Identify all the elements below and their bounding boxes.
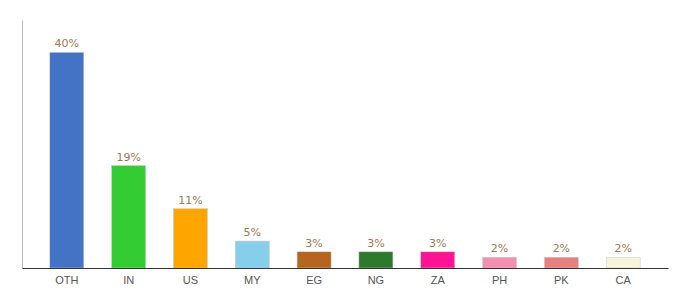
bar xyxy=(483,257,517,268)
x-tick: EG xyxy=(306,274,322,286)
plot-area: OTH IN US MY EG NG ZA PH PK CA 40% 19% 11% 5% 3% 3% 3% 2%… xyxy=(23,21,669,286)
x-tick: ZA xyxy=(431,274,446,286)
data-labels: 40% 19% 11% 5% 3% 3% 3% 2% 2% 2% xyxy=(55,37,632,255)
bar xyxy=(421,252,455,268)
x-tick: MY xyxy=(244,274,261,286)
chart-container: OTH IN US MY EG NG ZA PH PK CA 40% 19% 11% 5% 3% 3% 3% 2%… xyxy=(0,0,680,300)
bar xyxy=(235,241,269,268)
bar xyxy=(297,252,331,268)
x-tick-label: EG xyxy=(306,274,322,286)
x-tick-label: US xyxy=(183,274,198,286)
data-label: 19% xyxy=(116,151,140,164)
chart-svg: OTH IN US MY EG NG ZA PH PK CA 40% 19% 11% 5% 3% 3% 3% 2%… xyxy=(0,0,680,300)
bar xyxy=(173,209,207,268)
bars xyxy=(50,52,640,268)
x-tick-label: MY xyxy=(244,274,261,286)
bar xyxy=(50,52,84,268)
x-tick-label: CA xyxy=(616,274,632,286)
x-tick-label: IN xyxy=(123,274,134,286)
x-tick-label: OTH xyxy=(55,274,78,286)
data-label: 3% xyxy=(305,237,322,250)
x-tick: US xyxy=(183,274,198,286)
data-label: 3% xyxy=(367,237,384,250)
bar xyxy=(359,252,393,268)
data-label: 3% xyxy=(429,237,446,250)
x-tick: OTH xyxy=(55,274,78,286)
x-axis: OTH IN US MY EG NG ZA PH PK CA xyxy=(23,269,669,286)
x-tick: IN xyxy=(123,274,134,286)
x-tick: NG xyxy=(368,274,385,286)
x-tick-label: NG xyxy=(368,274,385,286)
data-label: 5% xyxy=(244,226,261,239)
data-label: 11% xyxy=(178,194,202,207)
bar xyxy=(606,257,640,268)
bar xyxy=(112,166,146,268)
bar xyxy=(544,257,578,268)
x-tick: PH xyxy=(492,274,507,286)
x-tick-label: ZA xyxy=(431,274,446,286)
x-tick-label: PK xyxy=(554,274,569,286)
data-label: 40% xyxy=(55,37,79,50)
x-axis-line xyxy=(23,268,669,269)
x-tick-label: PH xyxy=(492,274,507,286)
data-label: 2% xyxy=(491,242,508,255)
y-axis-line xyxy=(22,21,23,269)
data-label: 2% xyxy=(553,242,570,255)
y-axis xyxy=(22,21,23,269)
data-label: 2% xyxy=(614,242,631,255)
x-tick: CA xyxy=(616,274,632,286)
x-tick: PK xyxy=(554,274,569,286)
